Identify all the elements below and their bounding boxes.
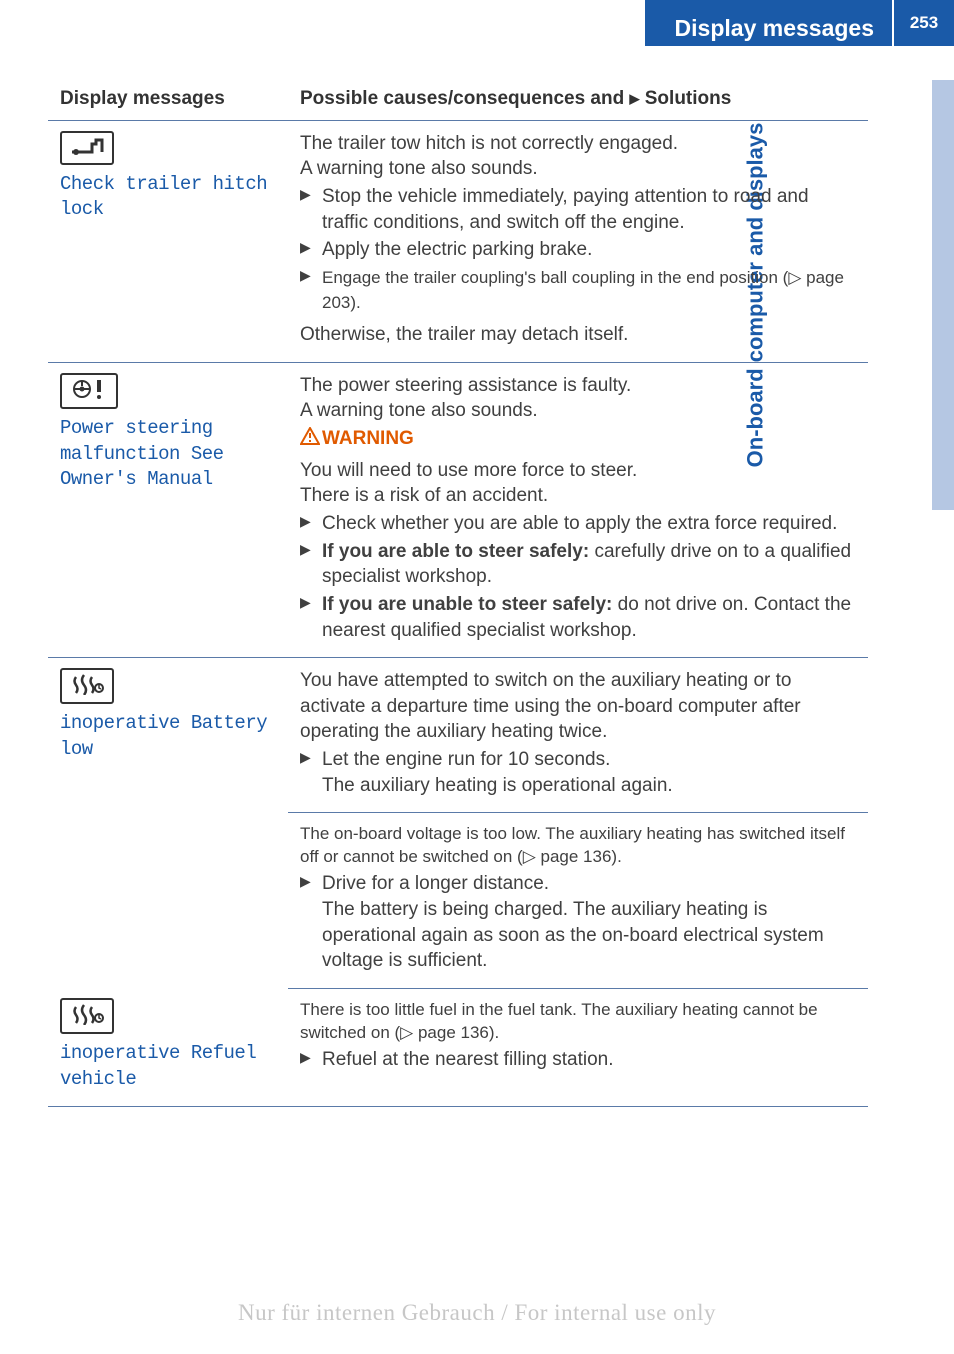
body-text: The power steering assistance is faulty.	[300, 373, 856, 399]
page-number-box: 253	[892, 0, 954, 46]
action-text: Engage the trailer coupling's ball coupl…	[322, 268, 844, 313]
action-item: Apply the electric parking brake.	[300, 237, 856, 263]
action-item: If you are able to steer safely: careful…	[300, 539, 856, 590]
side-tab-fill	[932, 80, 954, 510]
col2-suffix: Solutions	[639, 88, 731, 109]
table-row: inoperative Battery low You have attempt…	[48, 658, 868, 813]
bold-lead: If you are able to steer safely:	[322, 541, 589, 562]
table-row: Check trailer hitch lock The trailer tow…	[48, 120, 868, 362]
trailer-hitch-icon	[60, 131, 114, 165]
col2-prefix: Possible causes/consequences and	[300, 88, 629, 109]
action-item: Let the engine run for 10 seconds.	[300, 747, 856, 773]
msg-cell: Power steering malfunction See Owner's M…	[48, 362, 288, 657]
warning-text: WARNING	[322, 428, 414, 449]
action-item: Stop the vehicle immediately, paying att…	[300, 184, 856, 235]
action-item: Engage the trailer coupling's ball coupl…	[300, 265, 856, 316]
body-text: A warning tone also sounds.	[300, 156, 856, 182]
action-list: Let the engine run for 10 seconds.	[300, 747, 856, 773]
action-list: Check whether you are able to apply the …	[300, 511, 856, 643]
msg-text: Power steering malfunction See Owner's M…	[60, 417, 224, 491]
page-number: 253	[910, 13, 938, 33]
sol-cell: You have attempted to switch on the auxi…	[288, 658, 868, 813]
bold-lead: If you are unable to steer safely:	[322, 594, 612, 615]
side-tab: On-board computer and displays	[888, 80, 954, 510]
body-text: You will need to use more force to steer…	[300, 458, 856, 484]
body-text: You have attempted to switch on the auxi…	[300, 668, 856, 745]
action-list: Refuel at the nearest filling station.	[300, 1047, 856, 1073]
msg-text: Check trailer hitch lock	[60, 173, 267, 221]
steering-warning-icon	[60, 373, 118, 409]
body-text: The on-board voltage is too low. The aux…	[300, 823, 856, 869]
action-list: Stop the vehicle immediately, paying att…	[300, 184, 856, 316]
content-area: Display messages Possible causes/consequ…	[48, 86, 868, 1107]
col-header-solutions: Possible causes/consequences and ▶ Solut…	[288, 86, 868, 120]
msg-cell: inoperative Battery low	[48, 658, 288, 989]
msg-text: inoperative Refuel vehicle	[60, 1042, 256, 1090]
table-header-row: Display messages Possible causes/consequ…	[48, 86, 868, 120]
aux-heating-icon	[60, 998, 114, 1034]
body-text: There is too little fuel in the fuel tan…	[300, 999, 856, 1045]
msg-text: inoperative Battery low	[60, 712, 267, 760]
action-list: Drive for a longer distance.	[300, 871, 856, 897]
body-text: A warning tone also sounds.	[300, 398, 856, 424]
action-item: Refuel at the nearest filling station.	[300, 1047, 856, 1073]
sol-cell: The power steering assistance is faulty.…	[288, 362, 868, 657]
aux-heating-icon	[60, 668, 114, 704]
triangle-icon: ▶	[629, 91, 639, 106]
warning-triangle-icon	[300, 426, 320, 453]
body-text: The trailer tow hitch is not correctly e…	[300, 131, 856, 157]
sol-cell: The trailer tow hitch is not correctly e…	[288, 120, 868, 362]
messages-table: Display messages Possible causes/consequ…	[48, 86, 868, 1107]
header-bar: Display messages 253	[0, 0, 954, 46]
table-row: inoperative Refuel vehicle There is too …	[48, 988, 868, 1106]
action-item: Drive for a longer distance.	[300, 871, 856, 897]
header-title-block: Display messages 253	[645, 0, 954, 46]
body-text: The battery is being charged. The auxili…	[300, 897, 856, 974]
table-row: Power steering malfunction See Owner's M…	[48, 362, 868, 657]
watermark-text: Nur für internen Gebrauch / For internal…	[0, 1300, 954, 1326]
action-item: If you are unable to steer safely: do no…	[300, 592, 856, 643]
page-title: Display messages	[645, 0, 892, 46]
warning-label: WARNING	[300, 424, 856, 458]
action-item: Check whether you are able to apply the …	[300, 511, 856, 537]
col-header-messages: Display messages	[48, 86, 288, 120]
sol-cell: The on-board voltage is too low. The aux…	[288, 813, 868, 988]
msg-cell: inoperative Refuel vehicle	[48, 988, 288, 1106]
msg-cell: Check trailer hitch lock	[48, 120, 288, 362]
sol-cell: There is too little fuel in the fuel tan…	[288, 988, 868, 1106]
body-text: The auxiliary heating is operational aga…	[300, 773, 856, 799]
body-text: Otherwise, the trailer may detach itself…	[300, 322, 856, 348]
body-text: There is a risk of an accident.	[300, 483, 856, 509]
